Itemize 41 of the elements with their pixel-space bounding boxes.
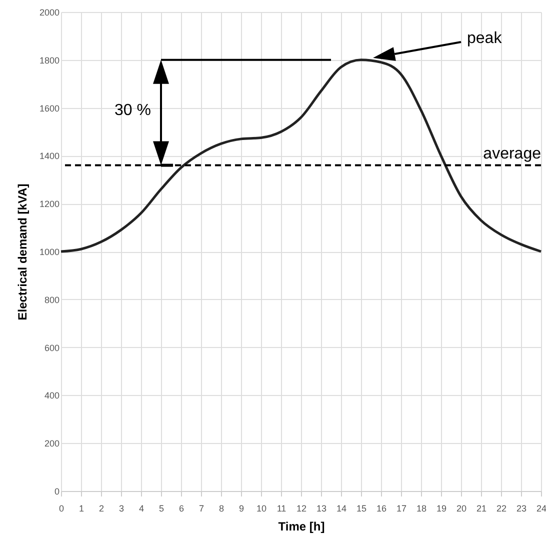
y-tick-label: 1200	[39, 199, 60, 210]
annotation: 30 %	[114, 102, 151, 119]
y-tick-label: 1600	[39, 103, 60, 114]
x-tick-label: 11	[276, 504, 286, 514]
x-tick-label: 19	[436, 504, 447, 514]
x-tick-label: 8	[218, 504, 224, 514]
x-tick-label: 16	[376, 504, 387, 514]
y-tick-label: 800	[44, 294, 60, 305]
x-axis-title: Time [h]	[278, 520, 325, 534]
x-tick-label: 13	[316, 504, 327, 514]
x-tick-label: 10	[256, 504, 267, 514]
x-tick-label: 23	[516, 504, 527, 514]
y-axis-title: Electrical demand [kVA]	[15, 184, 30, 320]
x-tick-label: 7	[198, 504, 204, 514]
x-tick-label: 6	[178, 504, 184, 514]
y-tick-label: 200	[44, 438, 60, 449]
x-tick-label: 1	[78, 504, 84, 514]
x-tick-label: 12	[296, 504, 307, 514]
x-tick-label: 20	[456, 504, 467, 514]
y-tick-label: 600	[44, 342, 60, 353]
line-series	[60, 58, 542, 253]
y-tick-label: 1800	[39, 55, 60, 66]
x-tick-label: 4	[138, 504, 144, 514]
x-tick-label: 3	[118, 504, 124, 514]
y-tick-label: 2000	[39, 8, 60, 18]
x-tick-label: 18	[416, 504, 427, 514]
x-tick-label: 24	[536, 504, 546, 514]
x-tick-label: 9	[238, 504, 244, 514]
x-tick-label: 22	[496, 504, 507, 514]
x-tick-label: 21	[476, 504, 487, 514]
x-tick-label: 2	[98, 504, 104, 514]
y-tick-label: 400	[44, 390, 60, 401]
x-tick-label: 5	[158, 504, 164, 514]
x-tick-label: 15	[356, 504, 367, 514]
x-tick-label: 17	[396, 504, 407, 514]
y-tick-label: 1400	[39, 151, 60, 162]
y-tick-label: 0	[54, 486, 60, 496]
y-tick-label: 1000	[39, 247, 60, 257]
ref-line-label: average	[483, 145, 542, 162]
annotation: peak	[467, 30, 503, 47]
x-tick-label: 14	[336, 504, 347, 514]
